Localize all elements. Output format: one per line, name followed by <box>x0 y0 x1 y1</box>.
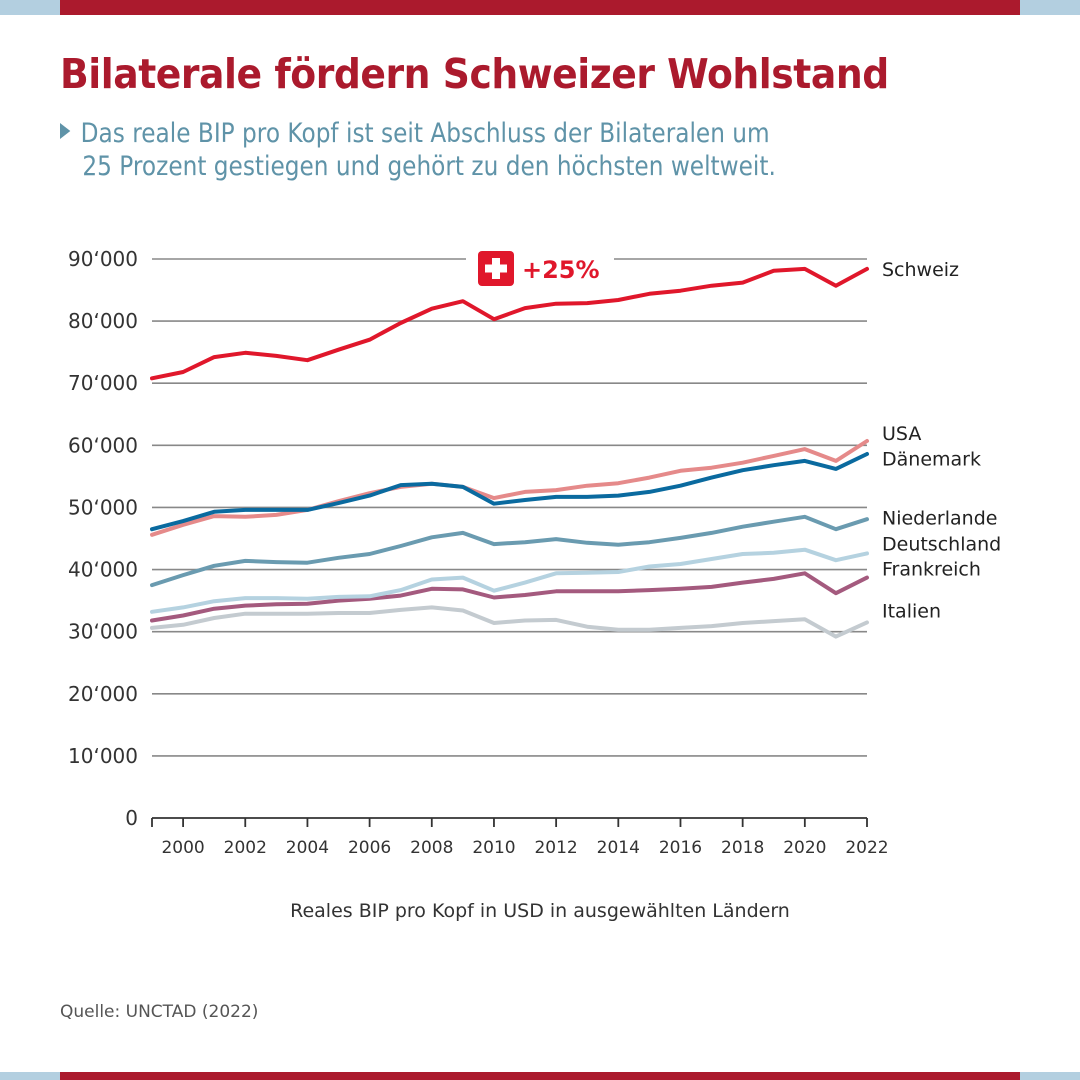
y-tick-label: 0 <box>125 806 138 830</box>
y-tick-label: 20‘000 <box>68 682 138 706</box>
y-tick-label: 80‘000 <box>68 309 138 333</box>
series-line-niederlande <box>150 514 869 588</box>
bottom-decor-bar <box>0 1072 1080 1080</box>
series-label: Deutschland <box>882 533 1001 555</box>
top-decor-bar <box>0 0 1080 15</box>
growth-annotation: +25% <box>478 251 600 286</box>
series-line-schweiz <box>150 266 869 381</box>
x-tick-label: 2004 <box>286 838 329 858</box>
x-tick-label: 2002 <box>224 838 267 858</box>
series-line-frankreich <box>150 571 869 623</box>
x-tick-label: 2014 <box>597 838 640 858</box>
series-line-deutschland <box>150 547 869 614</box>
subtitle-line-1: Das reale BIP pro Kopf ist seit Abschlus… <box>80 118 770 149</box>
bottom-bar-middle-segment <box>60 1072 1020 1080</box>
bottom-bar-left-segment <box>0 1072 60 1080</box>
x-tick-label: 2016 <box>659 838 702 858</box>
source-note: Quelle: UNCTAD (2022) <box>60 1002 259 1022</box>
x-tick-label: 2006 <box>348 838 391 858</box>
series-lines <box>150 266 869 639</box>
y-tick-label: 60‘000 <box>68 433 138 457</box>
gridlines <box>152 258 867 757</box>
x-tick-label: 2008 <box>410 838 453 858</box>
y-tick-label: 10‘000 <box>68 744 138 768</box>
y-axis-ticks: 0 10‘000 20‘000 30‘000 40‘000 50‘000 60‘000 70‘… <box>68 247 138 830</box>
chart-caption: Reales BIP pro Kopf in USD in ausgewählt… <box>290 900 790 922</box>
bottom-bar-right-segment <box>1020 1072 1080 1080</box>
series-label: Frankreich <box>882 558 981 580</box>
x-axis: 2000 2002 2004 2006 2008 2010 2012 2014 2016 2018… <box>151 817 889 858</box>
series-line-dnemark <box>150 452 869 532</box>
x-tick-label: 2000 <box>161 838 204 858</box>
page-title: Bilaterale fördern Schweizer Wohlstand <box>60 50 889 98</box>
x-tick-label: 2012 <box>534 838 577 858</box>
series-label: Italien <box>882 601 941 623</box>
y-tick-label: 90‘000 <box>68 247 138 271</box>
series-labels: Schweiz USA Dänemark Niederlande Deutschland… <box>882 259 1001 623</box>
x-tick-label: 2022 <box>845 838 888 858</box>
top-bar-right-segment <box>1020 0 1080 15</box>
top-bar-middle-segment <box>60 0 1020 15</box>
growth-annotation-text: +25% <box>522 256 600 284</box>
x-tick-label: 2020 <box>783 838 826 858</box>
series-line-usa <box>150 439 869 537</box>
y-tick-label: 30‘000 <box>68 620 138 644</box>
series-line-italien <box>150 605 869 639</box>
series-label: Niederlande <box>882 507 997 529</box>
y-tick-label: 70‘000 <box>68 371 138 395</box>
triangle-bullet-icon <box>60 123 71 139</box>
subtitle: Das reale BIP pro Kopf ist seit Abschlus… <box>60 117 776 183</box>
y-tick-label: 50‘000 <box>68 495 138 519</box>
subtitle-line-2: 25 Prozent gestiegen und gehört zu den h… <box>82 151 776 182</box>
swiss-cross-horizontal <box>485 264 507 273</box>
series-label: Dänemark <box>882 448 981 470</box>
y-tick-label: 40‘000 <box>68 558 138 582</box>
series-label: Schweiz <box>882 259 959 281</box>
x-tick-label: 2018 <box>721 838 764 858</box>
series-label: USA <box>882 423 921 445</box>
top-bar-left-segment <box>0 0 60 15</box>
x-tick-label: 2010 <box>472 838 515 858</box>
